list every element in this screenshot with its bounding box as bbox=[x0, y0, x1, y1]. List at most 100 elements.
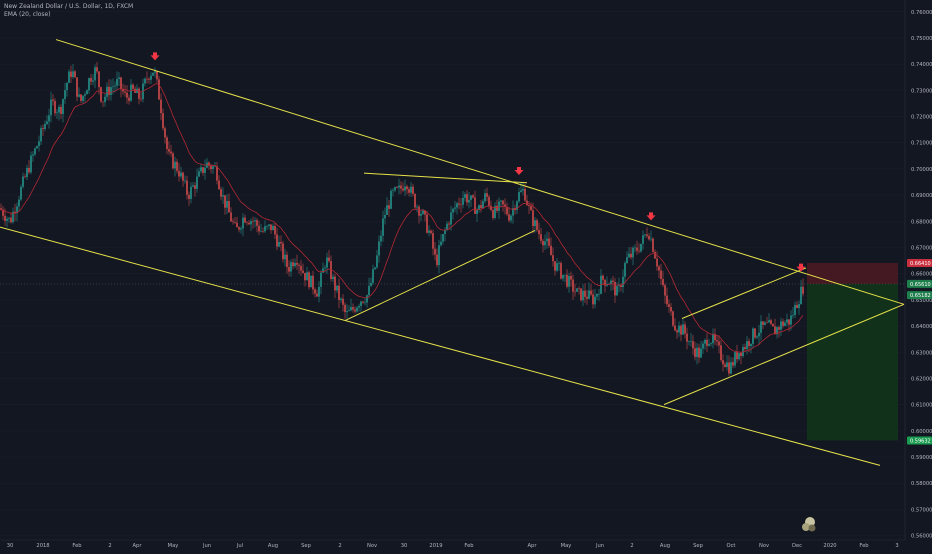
candle bbox=[678, 321, 680, 337]
candle-body bbox=[86, 90, 88, 95]
trendline-2019-wedge-bottom[interactable] bbox=[663, 303, 905, 406]
candle-body bbox=[362, 301, 364, 303]
candle bbox=[712, 328, 714, 349]
trendline-lower-channel[interactable] bbox=[0, 226, 881, 466]
price-tick-label: 0.72000 bbox=[911, 115, 932, 121]
candle bbox=[496, 199, 498, 214]
candle bbox=[140, 92, 142, 102]
candle bbox=[526, 194, 528, 207]
candle bbox=[388, 199, 390, 217]
candle-body bbox=[236, 222, 238, 228]
candle bbox=[318, 280, 320, 303]
candle-body bbox=[458, 203, 460, 205]
candle bbox=[206, 158, 208, 169]
candle-body bbox=[744, 347, 746, 350]
logo-shape bbox=[802, 523, 810, 531]
candle-body bbox=[212, 166, 214, 170]
take-profit-zone[interactable] bbox=[807, 283, 898, 441]
candle-body bbox=[628, 253, 630, 258]
trendline-2018-triangle-bottom[interactable] bbox=[344, 230, 536, 322]
candle-body bbox=[468, 199, 470, 203]
candle-body bbox=[314, 289, 316, 294]
candle bbox=[636, 240, 638, 255]
candle bbox=[176, 158, 178, 174]
candle bbox=[470, 195, 472, 207]
candle-body bbox=[320, 272, 322, 287]
candle bbox=[588, 282, 590, 300]
candle-body bbox=[768, 320, 770, 323]
candle bbox=[198, 167, 200, 178]
candle bbox=[434, 241, 436, 261]
candle-body bbox=[14, 211, 16, 214]
candle-body bbox=[740, 352, 742, 356]
candle bbox=[108, 79, 110, 101]
candle bbox=[166, 135, 168, 155]
price-tick-label: 0.74000 bbox=[911, 62, 932, 68]
time-tick-label: Oct bbox=[727, 543, 736, 549]
candle bbox=[428, 225, 430, 237]
candle bbox=[192, 182, 194, 188]
candle-body bbox=[530, 206, 532, 211]
candle bbox=[530, 202, 532, 211]
trendline-upper-channel[interactable] bbox=[55, 39, 905, 305]
trendlines[interactable] bbox=[0, 39, 905, 466]
candle-body bbox=[8, 217, 10, 219]
candle-body bbox=[140, 98, 142, 100]
candle bbox=[616, 282, 618, 296]
candle bbox=[284, 248, 286, 267]
candle bbox=[120, 76, 122, 98]
trendline-2018-triangle-top[interactable] bbox=[363, 172, 528, 184]
candle-body bbox=[228, 201, 230, 213]
candle-body bbox=[310, 275, 312, 288]
candle bbox=[236, 216, 238, 228]
candle-body bbox=[246, 222, 248, 224]
position-tool[interactable] bbox=[807, 262, 898, 441]
candle-body bbox=[296, 262, 298, 265]
candle bbox=[662, 270, 664, 288]
candle-body bbox=[488, 196, 490, 206]
candle bbox=[72, 64, 74, 79]
candle-body bbox=[402, 188, 404, 191]
stop-loss-zone[interactable] bbox=[807, 262, 898, 284]
candle bbox=[424, 209, 426, 222]
stop-price-tag-text: 0.66410 bbox=[910, 261, 931, 267]
candle bbox=[42, 124, 44, 137]
candle bbox=[132, 83, 134, 91]
candle-body bbox=[240, 228, 242, 230]
candle-body bbox=[132, 84, 134, 89]
price-axis[interactable]: 0.56000 0.57000 0.58000 0.59000 0.60000 0.610… bbox=[904, 0, 932, 540]
candle-body bbox=[238, 227, 240, 230]
trendline-2019-wedge-top[interactable] bbox=[681, 267, 807, 319]
candle-body bbox=[6, 218, 8, 221]
candle bbox=[548, 232, 550, 248]
candle-body bbox=[78, 94, 80, 97]
candle bbox=[94, 64, 96, 89]
candle-body bbox=[42, 128, 44, 130]
time-tick-label: Jul bbox=[236, 543, 243, 549]
candle bbox=[784, 320, 786, 327]
candle-body bbox=[434, 248, 436, 255]
candle-body bbox=[472, 195, 474, 198]
candle-body bbox=[716, 340, 718, 342]
candle-body bbox=[566, 274, 568, 287]
candle-body bbox=[418, 206, 420, 216]
candle-body bbox=[16, 206, 18, 214]
candle bbox=[582, 284, 584, 307]
candle bbox=[278, 235, 280, 248]
candle-body bbox=[576, 288, 578, 292]
candle-body bbox=[412, 186, 414, 194]
candle bbox=[508, 206, 510, 223]
candle-body bbox=[128, 97, 130, 101]
candle bbox=[62, 98, 64, 123]
candle bbox=[436, 248, 438, 268]
time-axis[interactable]: 30 2018 Feb 2 Apr May Jun Jul Aug Sep 2 Nov 30 2019 Fe… bbox=[0, 539, 905, 549]
candle bbox=[12, 207, 14, 224]
candle bbox=[800, 280, 802, 305]
candle-body bbox=[44, 124, 46, 130]
candle bbox=[340, 296, 342, 303]
candle bbox=[660, 264, 662, 285]
candle-body bbox=[776, 327, 778, 335]
candle-body bbox=[746, 341, 748, 350]
